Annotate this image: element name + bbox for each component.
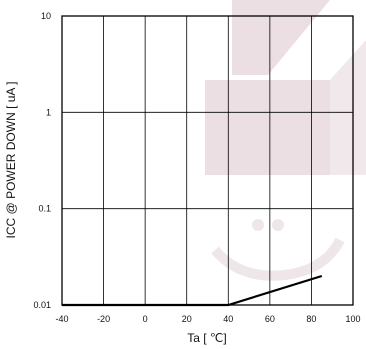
- y-axis-label: ICC @ POWER DOWN [ uA ]: [4, 82, 18, 239]
- x-tick-label: 40: [223, 314, 233, 324]
- y-tick-label: 10: [41, 11, 51, 21]
- x-axis-ticks: -40 -20 0 20 40 60 80 100: [55, 314, 360, 324]
- y-axis-ticks: 0.01 0.1 1 10: [33, 11, 51, 310]
- x-tick-label: 20: [182, 314, 192, 324]
- y-tick-label: 0.1: [38, 204, 51, 214]
- series-line: [62, 274, 323, 307]
- y-tick-label: 0.01: [33, 300, 51, 310]
- x-tick-label: 100: [345, 314, 360, 324]
- x-tick-label: 80: [306, 314, 316, 324]
- x-tick-label: -40: [55, 314, 68, 324]
- y-tick-label: 1: [46, 107, 51, 117]
- x-axis-label: Ta [ ℃]: [187, 331, 227, 345]
- x-tick-label: -20: [97, 314, 110, 324]
- watermark: [205, 0, 366, 281]
- series-lines: [62, 274, 323, 307]
- x-tick-label: 0: [143, 314, 148, 324]
- x-tick-label: 60: [265, 314, 275, 324]
- grid: [62, 16, 353, 305]
